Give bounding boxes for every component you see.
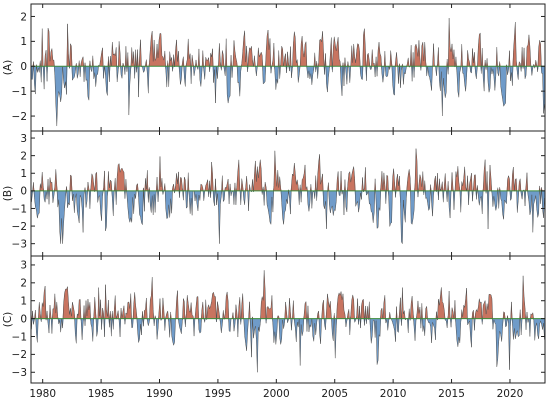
y-tick-label: −2 [12, 221, 27, 233]
panels: −2 −1 0 1 2 (A) −3 −2 −1 0 1 2 3 (B) −3 −2 −1 0 1 2 3 (C) [2, 3, 546, 384]
positive-area [31, 270, 545, 319]
y-tick-label: 0 [20, 61, 27, 73]
y-tick-label: 1 [20, 36, 27, 48]
axis-frame [30, 255, 546, 384]
negative-area [31, 66, 545, 127]
series-line [31, 18, 545, 127]
y-tick-label: 0 [20, 313, 27, 325]
panel-label: (B) [2, 186, 14, 201]
panel-label: (C) [2, 312, 14, 328]
y-tick-label: 2 [20, 150, 27, 162]
x-tick-label: 1980 [29, 388, 56, 400]
y-tick-label: −1 [12, 331, 27, 343]
panel-a: −2 −1 0 1 2 (A) [2, 3, 546, 132]
x-tick-label: 2010 [380, 388, 407, 400]
y-tick-label: 2 [20, 11, 27, 23]
x-tick-label: 1995 [205, 388, 232, 400]
x-tick-label: 2000 [263, 388, 290, 400]
y-tick-label: −1 [12, 86, 27, 98]
y-tick-label: 1 [20, 168, 27, 180]
y-tick-label: 3 [20, 133, 27, 145]
y-tick-label: −3 [12, 367, 27, 379]
panel-label: (A) [2, 60, 14, 75]
y-tick-label: −1 [12, 203, 27, 215]
y-tick-label: 0 [20, 186, 27, 198]
y-tick-label: 3 [20, 260, 27, 272]
panel-b: −3 −2 −1 0 1 2 3 (B) [2, 130, 546, 257]
x-tick-label: 2020 [497, 388, 524, 400]
y-tick-label: −3 [12, 238, 27, 250]
series-line [31, 270, 545, 373]
x-tick-label: 1990 [146, 388, 173, 400]
x-axis: 1980 1985 1990 1995 2000 2005 2010 2015 2020 [29, 388, 523, 400]
x-tick-label: 1985 [88, 388, 115, 400]
panel-c: −3 −2 −1 0 1 2 3 (C) [2, 255, 546, 384]
negative-area [31, 190, 545, 244]
y-tick-label: 2 [20, 278, 27, 290]
positive-area [31, 148, 545, 191]
y-tick-label: −2 [12, 111, 27, 123]
y-tick-label: 1 [20, 296, 27, 308]
x-tick-label: 2015 [438, 388, 465, 400]
x-tick-label: 2005 [321, 388, 348, 400]
series-line [31, 148, 545, 244]
negative-area [31, 318, 545, 373]
y-tick-label: −2 [12, 349, 27, 361]
positive-area [31, 18, 545, 67]
